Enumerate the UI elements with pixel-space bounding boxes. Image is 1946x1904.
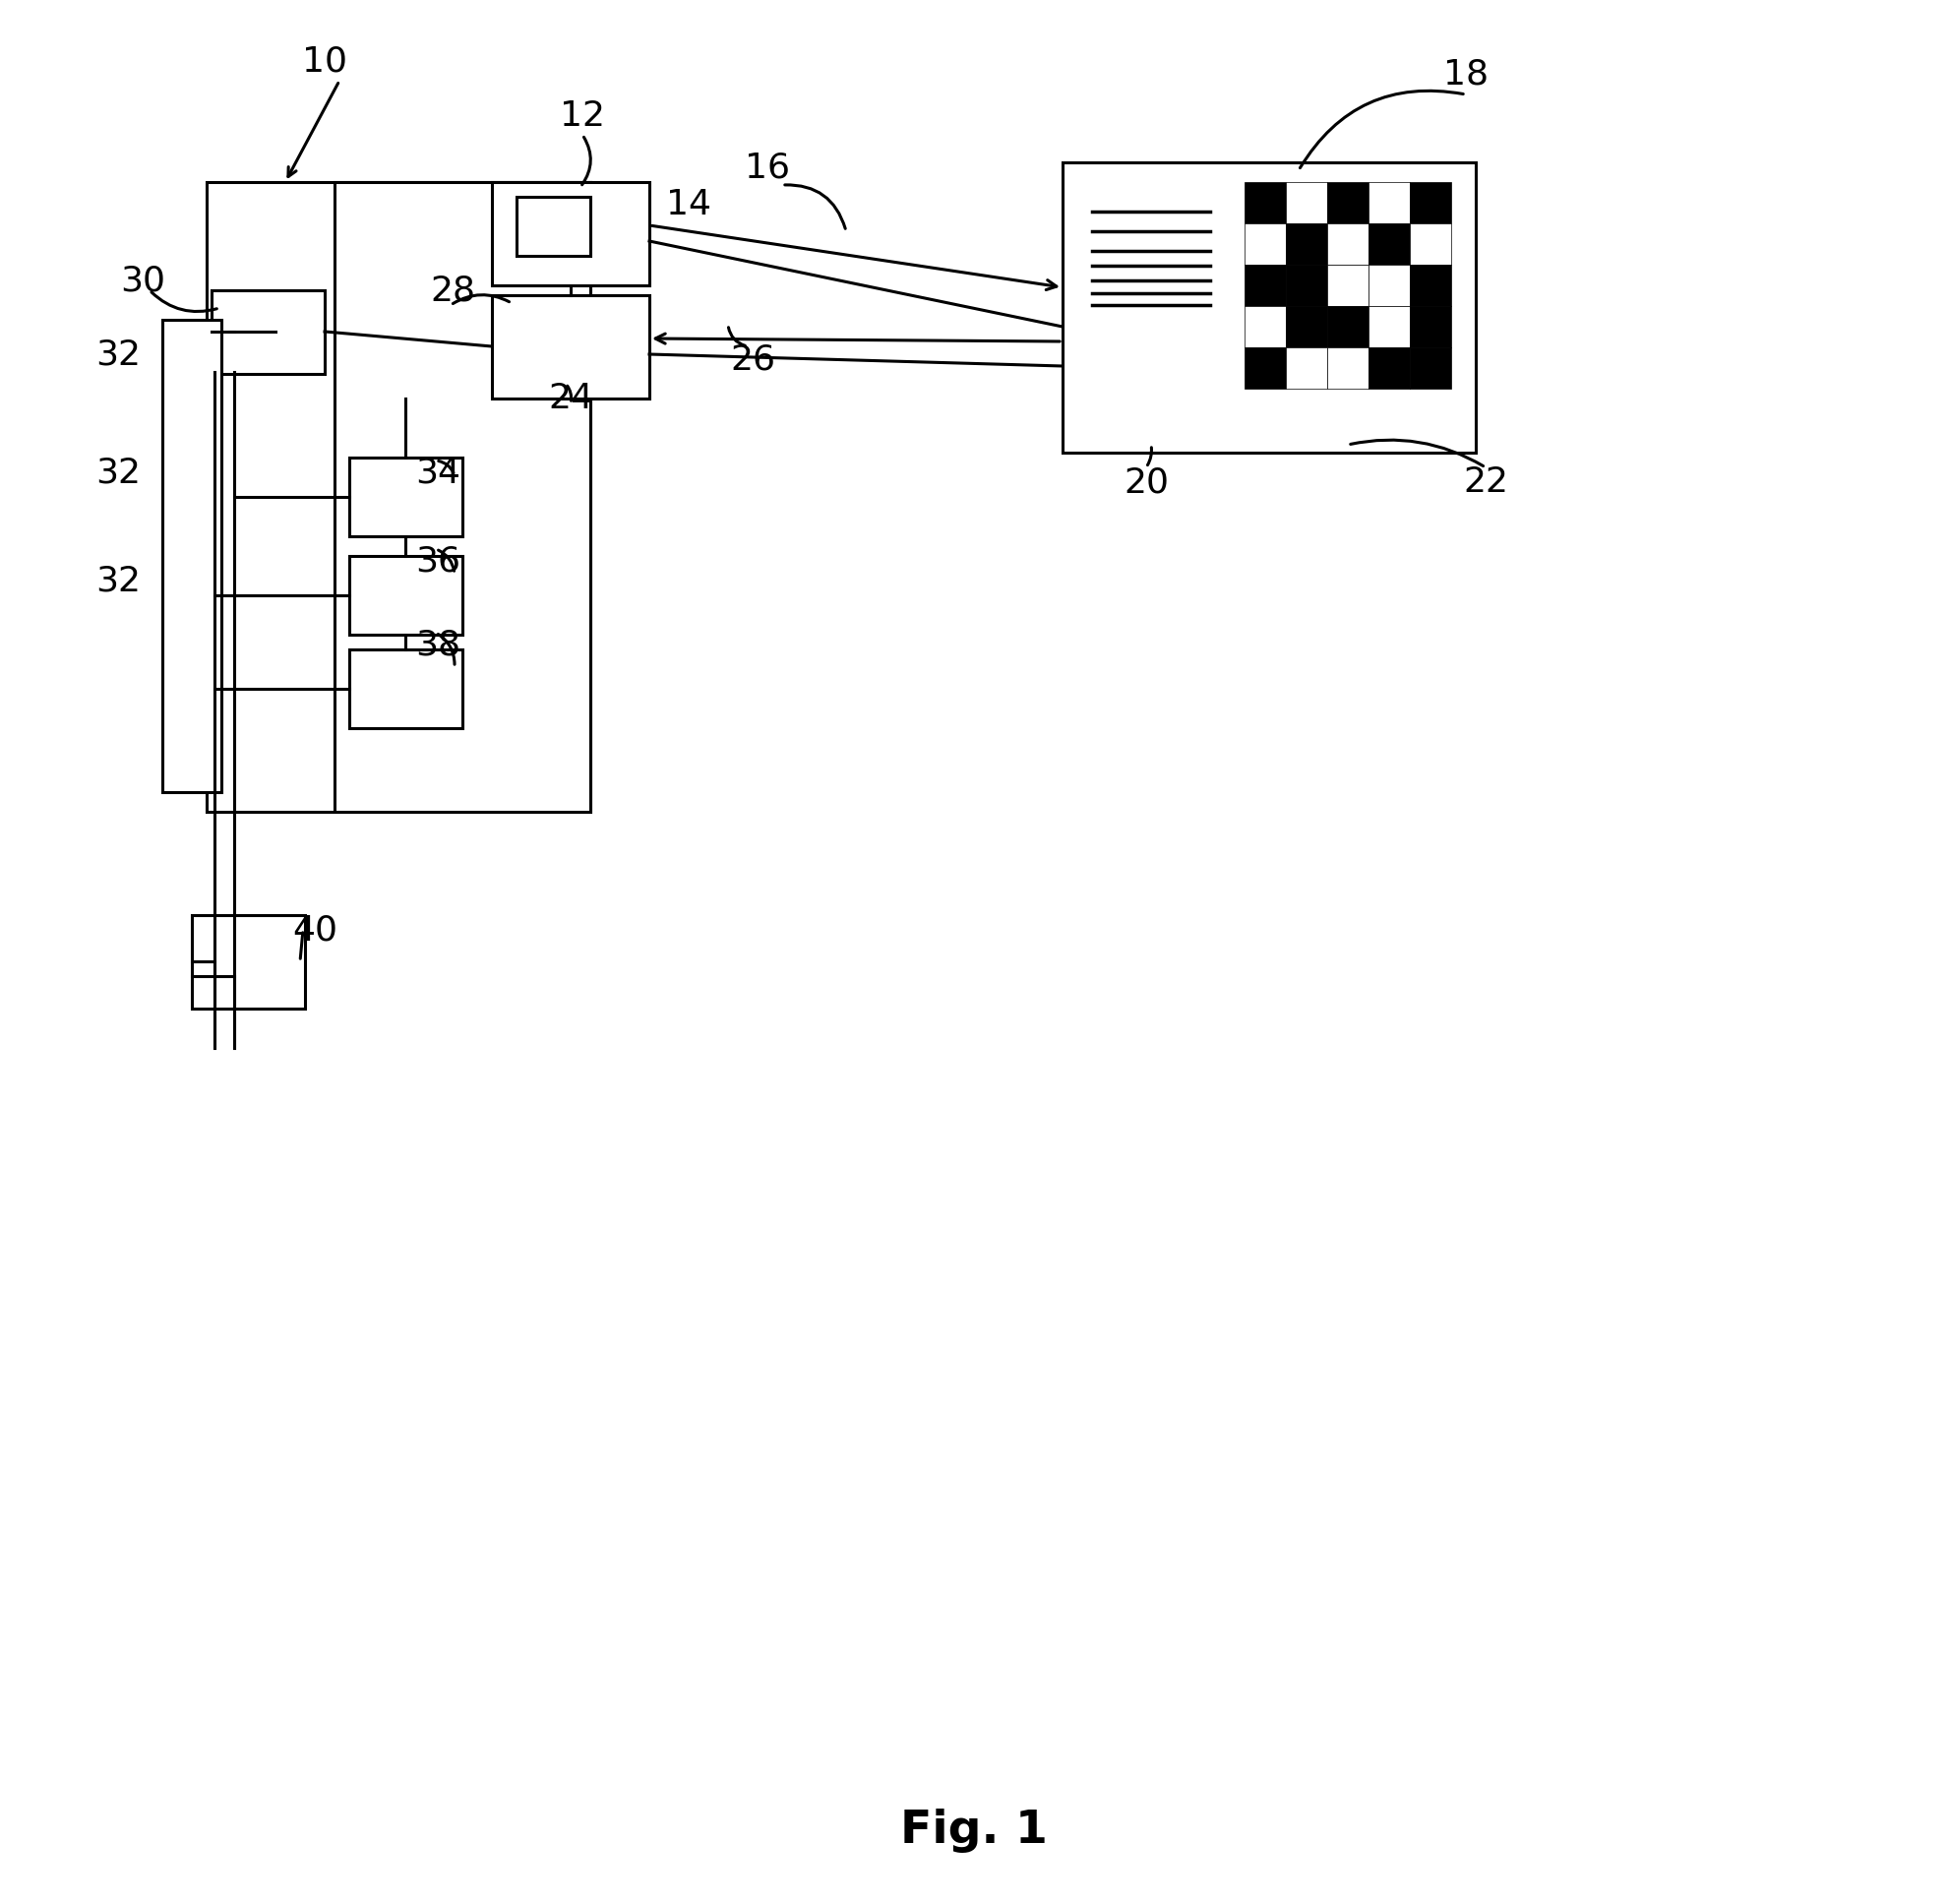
Bar: [1245, 347, 1286, 388]
Bar: [1368, 183, 1409, 223]
Text: 34: 34: [414, 455, 461, 489]
Bar: [1327, 347, 1368, 388]
Text: 38: 38: [414, 628, 461, 661]
Text: 14: 14: [666, 188, 712, 221]
Text: 32: 32: [95, 455, 140, 489]
Text: 32: 32: [95, 564, 140, 598]
Bar: [1286, 265, 1327, 307]
Bar: [1063, 162, 1475, 453]
Bar: [1327, 265, 1368, 307]
Bar: [162, 320, 222, 792]
Bar: [212, 289, 325, 373]
Bar: [1409, 183, 1452, 223]
Text: 32: 32: [95, 337, 140, 371]
Bar: [206, 183, 590, 811]
Bar: [1286, 307, 1327, 347]
Bar: [1327, 307, 1368, 347]
Bar: [1409, 347, 1452, 388]
Text: 36: 36: [414, 545, 461, 577]
Bar: [1286, 347, 1327, 388]
Bar: [1368, 307, 1409, 347]
Text: 40: 40: [292, 914, 337, 946]
Text: 10: 10: [302, 44, 346, 78]
Text: 12: 12: [560, 99, 605, 133]
Text: 16: 16: [745, 150, 790, 185]
Bar: [1327, 183, 1368, 223]
Bar: [1368, 265, 1409, 307]
Bar: [1409, 223, 1452, 265]
Text: 26: 26: [730, 343, 775, 375]
Bar: [193, 916, 306, 1009]
Bar: [1245, 223, 1286, 265]
Bar: [1409, 265, 1452, 307]
Bar: [516, 196, 590, 255]
Bar: [1368, 223, 1409, 265]
Text: 30: 30: [121, 265, 165, 297]
Bar: [1245, 265, 1286, 307]
Bar: [335, 183, 590, 811]
Bar: [1327, 223, 1368, 265]
Bar: [492, 295, 650, 398]
Text: 18: 18: [1444, 57, 1489, 91]
Bar: [348, 457, 463, 537]
Bar: [1245, 307, 1286, 347]
Text: Fig. 1: Fig. 1: [901, 1809, 1047, 1853]
Bar: [1368, 347, 1409, 388]
Bar: [1286, 183, 1327, 223]
Text: 24: 24: [549, 383, 594, 415]
Text: 22: 22: [1463, 465, 1508, 499]
Bar: [1245, 183, 1286, 223]
Bar: [492, 183, 650, 286]
Bar: [1286, 223, 1327, 265]
Text: 20: 20: [1123, 465, 1170, 499]
Bar: [348, 556, 463, 634]
Bar: [1409, 307, 1452, 347]
Bar: [348, 649, 463, 727]
Text: 28: 28: [430, 274, 475, 307]
